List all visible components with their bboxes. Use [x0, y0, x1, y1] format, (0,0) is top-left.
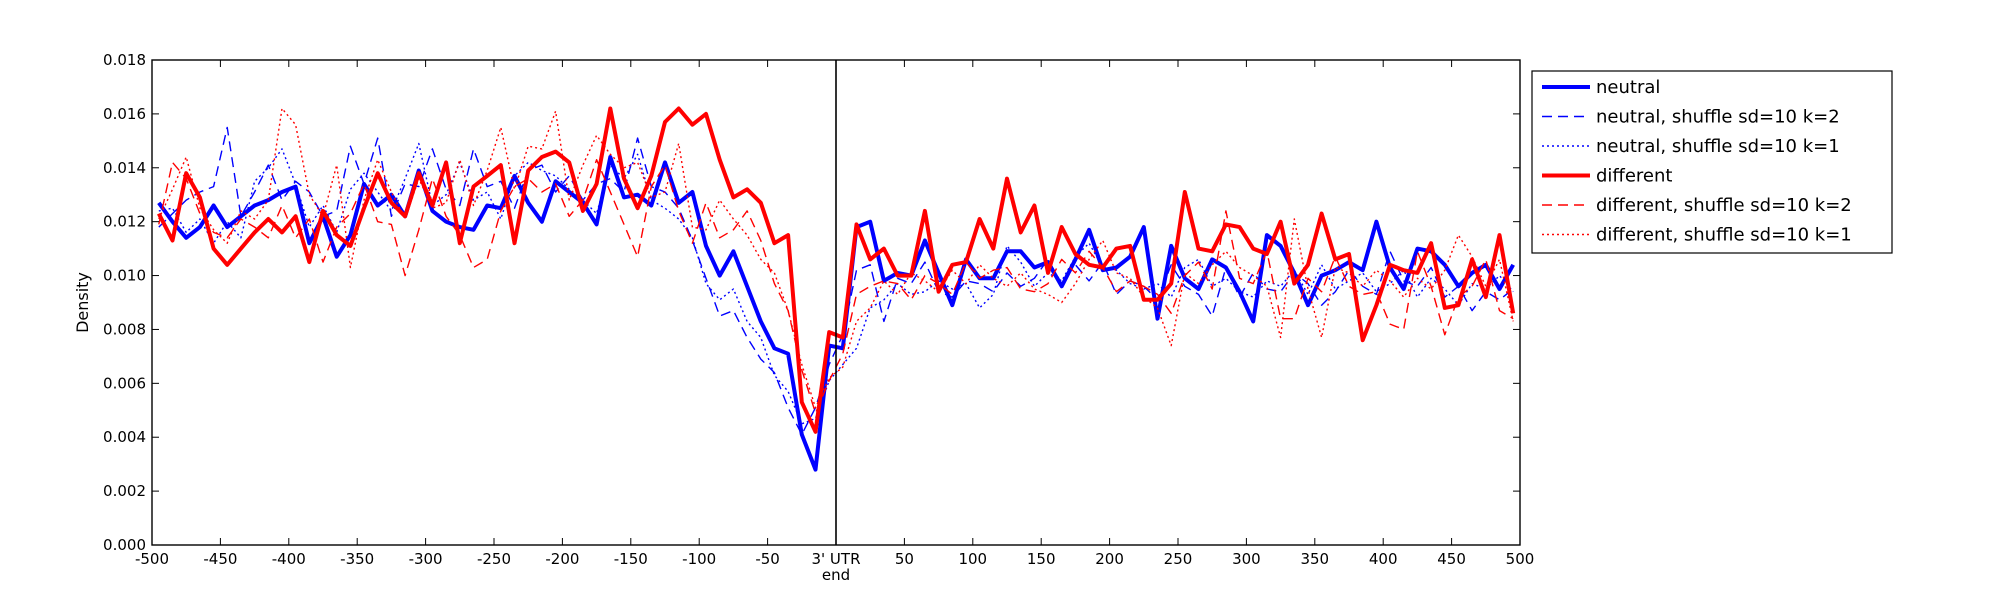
legend: neutral neutral, shuffle sd=10 k=2 neutral…: [1531, 70, 1893, 254]
y-axis-label: Density: [73, 272, 92, 333]
x-tick-label: 350: [1300, 550, 1329, 568]
x-tick-label: 150: [1027, 550, 1056, 568]
x-tick-label: -500: [135, 550, 169, 568]
x-tick-label: 400: [1369, 550, 1398, 568]
y-tick-label: 0.006: [103, 374, 146, 392]
x-tick-label: -50: [755, 550, 780, 568]
x-tick-label: 3' UTR: [812, 550, 861, 568]
y-tick-label: 0.008: [103, 320, 146, 338]
x-tick-label: -300: [409, 550, 443, 568]
legend-label: different, shuffle sd=10 k=1: [1596, 225, 1852, 246]
y-tick-label: 0.016: [103, 105, 146, 123]
y-tick-label: 0.000: [103, 536, 146, 554]
x-tick-label: -450: [203, 550, 237, 568]
x-tick-label: -150: [614, 550, 648, 568]
legend-label: neutral, shuffle sd=10 k=1: [1596, 136, 1840, 157]
x-tick-label: 250: [1164, 550, 1193, 568]
x-tick-label: 200: [1095, 550, 1124, 568]
x-tick-label: 50: [895, 550, 914, 568]
y-tick-label: 0.012: [103, 213, 146, 231]
y-tick-label: 0.014: [103, 159, 146, 177]
y-axis-ticks: 0.000 0.002 0.004 0.006 0.008 0.010 0.012 0.014…: [103, 51, 1520, 554]
legend-label: neutral, shuffle sd=10 k=2: [1596, 107, 1840, 128]
x-tick-label: 100: [958, 550, 987, 568]
x-tick-label: end: [822, 566, 850, 584]
x-tick-label: -350: [340, 550, 374, 568]
legend-label: different, shuffle sd=10 k=2: [1596, 195, 1852, 216]
x-tick-label: -200: [545, 550, 579, 568]
x-tick-label: -100: [682, 550, 716, 568]
y-tick-label: 0.004: [103, 428, 146, 446]
legend-box: [1531, 70, 1893, 254]
legend-label: different: [1596, 166, 1672, 187]
x-tick-label: 300: [1232, 550, 1261, 568]
x-tick-label: 450: [1437, 550, 1466, 568]
x-tick-label: -400: [272, 550, 306, 568]
x-tick-label: -250: [477, 550, 511, 568]
y-tick-label: 0.010: [103, 267, 146, 285]
x-tick-label: 500: [1506, 550, 1535, 568]
x-axis-ticks: -500 -450 -400 -350 -300 -250 -200 -150 -100 -50 3…: [135, 60, 1534, 584]
series-line-6: [158, 107, 1514, 409]
legend-label: neutral: [1596, 77, 1660, 98]
y-tick-label: 0.002: [103, 482, 146, 500]
y-tick-label: 0.018: [103, 51, 146, 69]
